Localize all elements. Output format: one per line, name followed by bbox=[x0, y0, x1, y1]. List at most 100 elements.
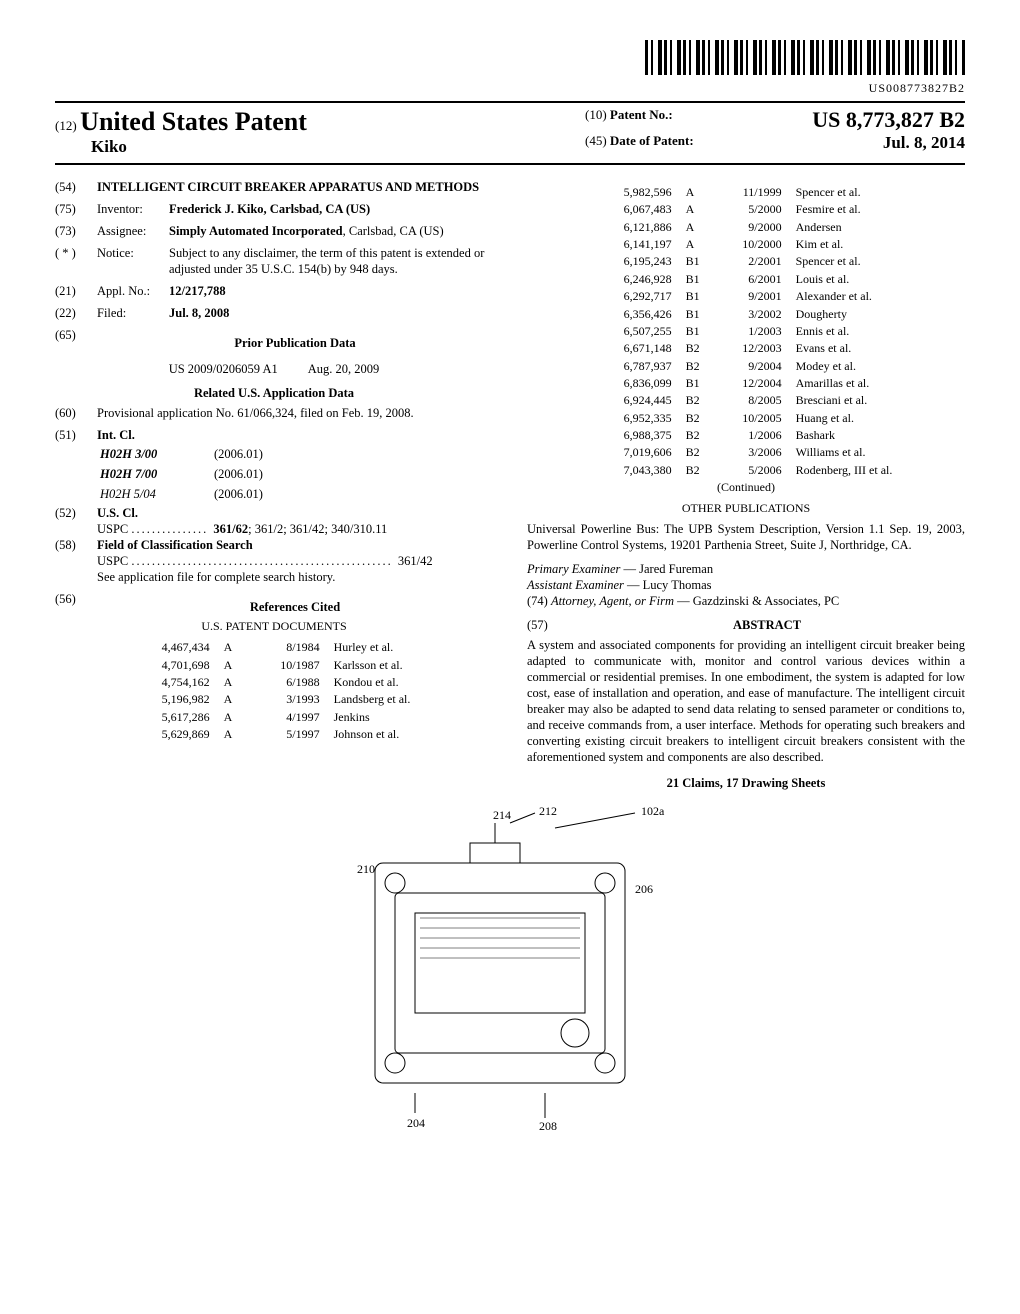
ref-num: 6,952,335 bbox=[594, 411, 678, 426]
ref-row: 6,356,426B13/2002Dougherty bbox=[594, 307, 899, 322]
ref-num: 6,195,243 bbox=[594, 254, 678, 269]
uspc-58-row: USPC ...................................… bbox=[55, 553, 493, 569]
ref-t: A bbox=[680, 237, 718, 252]
ref-d: 3/2002 bbox=[720, 307, 788, 322]
ref-name: Huang et al. bbox=[790, 411, 899, 426]
num-58: (58) bbox=[55, 537, 97, 553]
abstract-header: (57) ABSTRACT bbox=[527, 617, 965, 633]
other-pub-text: Universal Powerline Bus: The UPB System … bbox=[527, 521, 965, 553]
label-21: Appl. No.: bbox=[97, 283, 169, 299]
ref-t: A bbox=[218, 658, 256, 673]
intcl-code: H02H 7/00 bbox=[99, 465, 211, 483]
ref-row: 6,507,255B11/2003Ennis et al. bbox=[594, 324, 899, 339]
fig-label-212: 212 bbox=[539, 804, 557, 818]
field-54: (54) INTELLIGENT CIRCUIT BREAKER APPARAT… bbox=[55, 179, 493, 195]
ref-t: A bbox=[218, 727, 256, 742]
primary-row: Primary Examiner — Jared Fureman bbox=[527, 561, 965, 577]
patent-no: US 8,773,827 B2 bbox=[812, 107, 965, 133]
intcl-year: (2006.01) bbox=[213, 485, 264, 503]
ref-row: 6,836,099B112/2004Amarillas et al. bbox=[594, 376, 899, 391]
ref-num: 5,196,982 bbox=[132, 692, 216, 707]
primary-label: Primary Examiner bbox=[527, 562, 620, 576]
ref-name: Johnson et al. bbox=[328, 727, 417, 742]
header-right: (10) Patent No.: US 8,773,827 B2 (45) Da… bbox=[585, 107, 965, 157]
ref-num: 6,246,928 bbox=[594, 272, 678, 287]
claims-line: 21 Claims, 17 Drawing Sheets bbox=[527, 775, 965, 791]
ref-d: 12/2003 bbox=[720, 341, 788, 356]
ref-row: 5,982,596A11/1999Spencer et al. bbox=[594, 185, 899, 200]
ref-d: 4/1997 bbox=[258, 710, 326, 725]
ref-num: 4,467,434 bbox=[132, 640, 216, 655]
rule-mid-thick bbox=[55, 163, 965, 165]
ref-t: A bbox=[218, 710, 256, 725]
left-column: (54) INTELLIGENT CIRCUIT BREAKER APPARAT… bbox=[55, 179, 493, 791]
ref-name: Ennis et al. bbox=[790, 324, 899, 339]
ref-name: Bashark bbox=[790, 428, 899, 443]
ref-d: 11/1999 bbox=[720, 185, 788, 200]
ref-d: 10/2005 bbox=[720, 411, 788, 426]
ref-name: Evans et al. bbox=[790, 341, 899, 356]
ref-num: 7,019,606 bbox=[594, 445, 678, 460]
ref-t: B1 bbox=[680, 307, 718, 322]
label-58: Field of Classification Search bbox=[97, 537, 493, 553]
right-column: 5,982,596A11/1999Spencer et al.6,067,483… bbox=[527, 179, 965, 791]
uspc-52-label: USPC bbox=[97, 522, 128, 536]
country-title: United States Patent bbox=[80, 107, 307, 136]
ref-d: 10/2000 bbox=[720, 237, 788, 252]
ref-row: 4,467,434A8/1984Hurley et al. bbox=[132, 640, 417, 655]
ref-t: B2 bbox=[680, 341, 718, 356]
header-row: (12) United States Patent Kiko (10) Pate… bbox=[55, 103, 965, 163]
ref-t: A bbox=[680, 220, 718, 235]
label-52: U.S. Cl. bbox=[97, 505, 493, 521]
field-60: (60) Provisional application No. 61/066,… bbox=[55, 405, 493, 421]
fig-label-214: 214 bbox=[493, 808, 511, 822]
dots-58: ........................................… bbox=[131, 554, 398, 568]
ref-name: Andersen bbox=[790, 220, 899, 235]
ref-name: Alexander et al. bbox=[790, 289, 899, 304]
ref-row: 6,787,937B29/2004Modey et al. bbox=[594, 359, 899, 374]
num-75: (75) bbox=[55, 201, 97, 217]
val-60: Provisional application No. 61/066,324, … bbox=[97, 405, 493, 421]
title-54: INTELLIGENT CIRCUIT BREAKER APPARATUS AN… bbox=[97, 179, 493, 195]
attorney-num: (74) bbox=[527, 594, 548, 608]
ref-t: B1 bbox=[680, 272, 718, 287]
patent-figure: 214 212 102a 210 206 204 208 bbox=[295, 803, 725, 1133]
intcl-code: H02H 3/00 bbox=[99, 445, 211, 463]
ref-num: 6,292,717 bbox=[594, 289, 678, 304]
subtitle-56: U.S. PATENT DOCUMENTS bbox=[55, 619, 493, 634]
dash-2: — bbox=[627, 578, 643, 592]
dash-1: — bbox=[624, 562, 640, 576]
barcode-graphic bbox=[645, 40, 965, 75]
primary-val: Jared Fureman bbox=[639, 562, 713, 576]
intcl-row: H02H 5/04(2006.01) bbox=[99, 485, 264, 503]
ref-name: Dougherty bbox=[790, 307, 899, 322]
abstract-title: ABSTRACT bbox=[569, 617, 965, 633]
ref-name: Rodenberg, III et al. bbox=[790, 463, 899, 478]
ref-d: 12/2004 bbox=[720, 376, 788, 391]
dots-52: ............... bbox=[131, 522, 213, 536]
ref-d: 8/1984 bbox=[258, 640, 326, 655]
fig-label-102a: 102a bbox=[641, 804, 665, 818]
ref-row: 6,952,335B210/2005Huang et al. bbox=[594, 411, 899, 426]
ref-num: 6,507,255 bbox=[594, 324, 678, 339]
barcode-number: US008773827B2 bbox=[55, 81, 965, 96]
ref-name: Landsberg et al. bbox=[328, 692, 417, 707]
prior-pub-date: Aug. 20, 2009 bbox=[308, 361, 380, 377]
dash-3: — bbox=[677, 594, 693, 608]
ref-num: 6,787,937 bbox=[594, 359, 678, 374]
ref-d: 1/2006 bbox=[720, 428, 788, 443]
attorney-row: (74) Attorney, Agent, or Firm — Gazdzins… bbox=[527, 593, 965, 609]
ref-d: 5/1997 bbox=[258, 727, 326, 742]
attorney-label: Attorney, Agent, or Firm bbox=[551, 594, 674, 608]
ref-num: 6,141,197 bbox=[594, 237, 678, 252]
ref-d: 9/2000 bbox=[720, 220, 788, 235]
ref-name: Fesmire et al. bbox=[790, 202, 899, 217]
label-notice: Notice: bbox=[97, 245, 169, 277]
continued: (Continued) bbox=[527, 480, 965, 495]
header-left: (12) United States Patent Kiko bbox=[55, 107, 307, 157]
label-10: (10) bbox=[585, 107, 607, 122]
ref-name: Williams et al. bbox=[790, 445, 899, 460]
refs-right-table: 5,982,596A11/1999Spencer et al.6,067,483… bbox=[592, 183, 901, 480]
date-label: Date of Patent: bbox=[610, 133, 694, 148]
ref-t: A bbox=[218, 675, 256, 690]
